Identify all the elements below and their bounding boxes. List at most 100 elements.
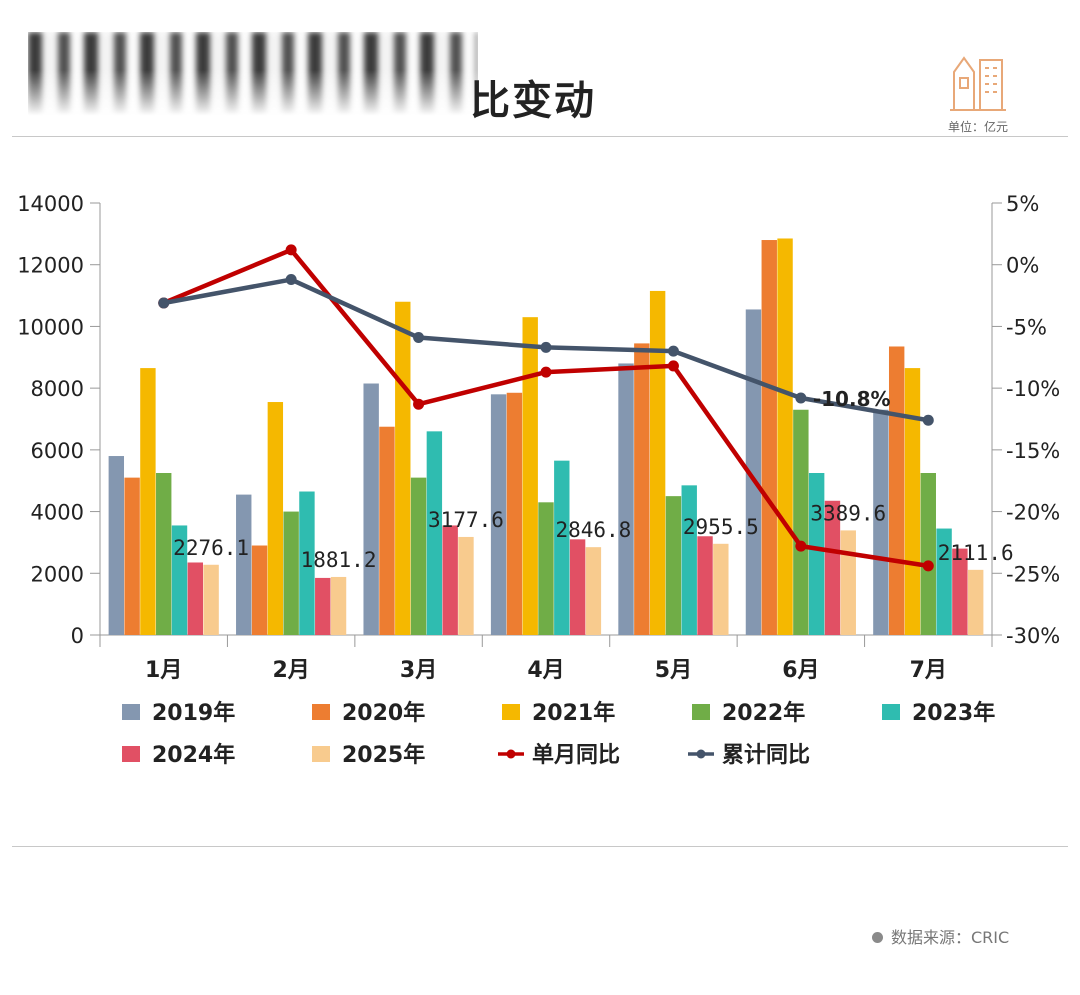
bar-2023年-4月 [554,460,570,635]
bar-2022年-4月 [538,502,554,635]
data-label-2025: 2955.5 [683,515,759,539]
y-tick-label: 4000 [31,501,84,525]
source-note: 数据来源：CRIC [872,924,1009,948]
legend-label-2022年: 2022年 [722,700,805,726]
y2-tick-label: 0% [1006,254,1039,278]
bar-2024年-5月 [697,536,713,635]
blurred-title-block [28,32,478,116]
source-text: 数据来源：CRIC [891,928,1010,947]
y-tick-label: 2000 [31,562,84,586]
x-tick-label: 7月 [910,658,947,683]
y2-tick-label: -20% [1006,501,1060,525]
data-label-2025: 2111.6 [938,541,1014,565]
legend-marker-单月同比 [506,749,516,759]
bar-2021年-6月 [777,238,793,635]
bar-2019年-6月 [745,309,762,635]
x-tick-label: 3月 [400,658,437,683]
legend-swatch-2023年 [882,704,900,720]
point-单月同比-5月 [667,360,679,372]
x-tick-label: 2月 [272,658,309,683]
y-tick-label: 0 [71,624,84,648]
legend-label-单月同比: 单月同比 [532,743,620,768]
data-label-2025: 3177.6 [428,508,504,532]
bar-2025年-4月 [585,547,602,635]
legend-swatch-2024年 [122,746,140,762]
legend-swatch-2025年 [312,746,330,762]
bar-2024年-1月 [187,562,204,635]
point-累计同比-2月 [285,274,297,286]
y2-tick-label: -15% [1006,439,1060,463]
page-title: 比变动 [470,78,596,124]
legend-label-2024年: 2024年 [152,742,235,768]
legend-swatch-2019年 [122,704,140,720]
bar-2023年-2月 [299,491,315,635]
bar-2023年-5月 [681,485,697,635]
data-label-2025: 2846.8 [555,518,631,542]
bar-2021年-7月 [904,368,921,635]
bar-2021年-3月 [395,301,411,635]
data-label-2025: 1881.2 [301,548,377,572]
bar-2022年-5月 [665,496,682,635]
annotation-cumulative: -10.8% [813,387,891,411]
legend-label-2020年: 2020年 [342,700,425,726]
point-单月同比-3月 [413,398,425,410]
bar-2025年-2月 [330,576,347,635]
bar-2024年-3月 [442,525,458,635]
bar-2025年-3月 [458,536,474,635]
y2-tick-label: -30% [1006,624,1060,648]
bar-2019年-7月 [873,409,889,635]
bar-2025年-7月 [967,569,984,635]
bar-2025年-5月 [713,543,729,635]
bar-2020年-6月 [761,240,777,635]
bar-2025年-6月 [840,530,856,635]
bar-2024年-6月 [824,500,841,635]
legend-label-累计同比: 累计同比 [722,743,810,768]
bottom-divider [12,846,1068,847]
point-累计同比-1月 [158,297,170,309]
legend-swatch-2021年 [502,704,520,720]
bar-2024年-4月 [569,539,586,635]
bar-2019年-4月 [490,394,507,635]
top-divider [12,136,1068,137]
bar-2024年-2月 [315,577,331,635]
source-dot-icon [872,932,883,943]
y-tick-label: 14000 [17,192,84,216]
data-label-2025: 3389.6 [810,501,886,525]
bar-2020年-1月 [124,477,140,635]
x-tick-label: 5月 [655,658,692,683]
legend-label-2021年: 2021年 [532,700,615,726]
point-累计同比-5月 [667,345,679,357]
bar-2019年-1月 [108,456,125,635]
y2-tick-label: 5% [1006,192,1039,216]
legend-marker-累计同比 [696,749,706,759]
y-tick-label: 10000 [17,315,84,339]
y-tick-label: 8000 [31,377,84,401]
bar-2022年-3月 [410,477,427,635]
legend-label-2025年: 2025年 [342,742,425,768]
bar-2022年-7月 [920,473,936,635]
point-累计同比-3月 [413,332,425,344]
bar-2023年-1月 [171,525,188,635]
point-累计同比-4月 [540,341,552,353]
bar-2021年-5月 [649,290,666,635]
bar-2021年-4月 [522,317,538,635]
point-累计同比-6月 [795,392,807,404]
x-tick-label: 1月 [145,658,182,683]
bar-2022年-2月 [283,511,299,635]
x-tick-label: 6月 [782,658,819,683]
building-icon [950,56,1006,111]
sales-chart: 0 2000 4000 6000 8000 10000 12000 14000 -30% -25%… [17,192,1060,768]
bar-2020年-7月 [888,346,905,635]
point-单月同比-7月 [922,560,934,572]
legend-label-2019年: 2019年 [152,700,235,726]
y2-tick-label: -10% [1006,377,1060,401]
bar-2020年-2月 [251,545,268,635]
y-tick-label: 6000 [31,439,84,463]
legend-swatch-2020年 [312,704,330,720]
bar-2021年-1月 [140,368,156,635]
bar-2020年-4月 [506,392,523,635]
y2-tick-label: -25% [1006,562,1060,586]
bar-2023年-3月 [426,431,443,635]
data-label-2025: 2276.1 [173,536,249,560]
bar-2019年-5月 [618,363,634,635]
